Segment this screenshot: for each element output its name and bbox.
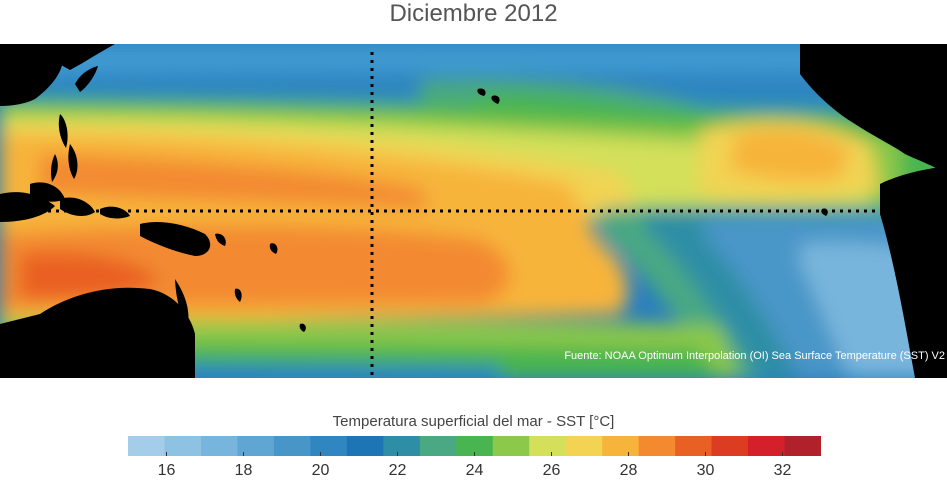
land-masses (0, 44, 947, 378)
colorbar-swatch (200, 436, 239, 456)
colorbar-tick-label: 22 (388, 462, 407, 479)
colorbar-swatch (602, 436, 640, 456)
colorbar-swatch (346, 436, 384, 456)
sst-field (0, 44, 947, 378)
colorbar-tick-label: 32 (773, 462, 792, 479)
sst-map (0, 44, 947, 378)
colorbar-tick-label: 26 (542, 462, 561, 479)
colorbar-tick-label: 24 (465, 462, 484, 479)
colorbar-swatch (310, 436, 348, 456)
colorbar-swatch (638, 436, 676, 456)
colorbar-tick-label: 28 (619, 462, 638, 479)
colorbar-swatch (237, 436, 275, 456)
colorbar-swatch (711, 436, 749, 456)
colorbar-ticks: 16 18 20 22 24 26 28 30 32 (128, 456, 821, 480)
colorbar-swatch (529, 436, 567, 456)
colorbar-swatch (419, 436, 457, 456)
colorbar-swatch (565, 436, 603, 456)
colorbar-swatch (128, 436, 166, 456)
colorbar-swatch (456, 436, 494, 456)
colorbar-label: Temperatura superficial del mar - SST [°… (332, 413, 615, 430)
colorbar-swatch (164, 436, 202, 456)
colorbar-swatch (383, 436, 421, 456)
colorbar-swatch (784, 436, 821, 456)
colorbar-swatch (748, 436, 786, 456)
colorbar-tick-label: 30 (696, 462, 715, 479)
colorbar-swatch (492, 436, 530, 456)
colorbar-swatch (675, 436, 713, 456)
colorbar-tick-label: 16 (157, 462, 176, 479)
colorbar (128, 436, 821, 456)
source-caption: Fuente: NOAA Optimum Interpolation (OI) … (564, 350, 945, 362)
colorbar-tick-label: 20 (311, 462, 330, 479)
colorbar-swatch (273, 436, 311, 456)
colorbar-tick-label: 18 (234, 462, 253, 479)
map-title: Diciembre 2012 (389, 0, 558, 27)
